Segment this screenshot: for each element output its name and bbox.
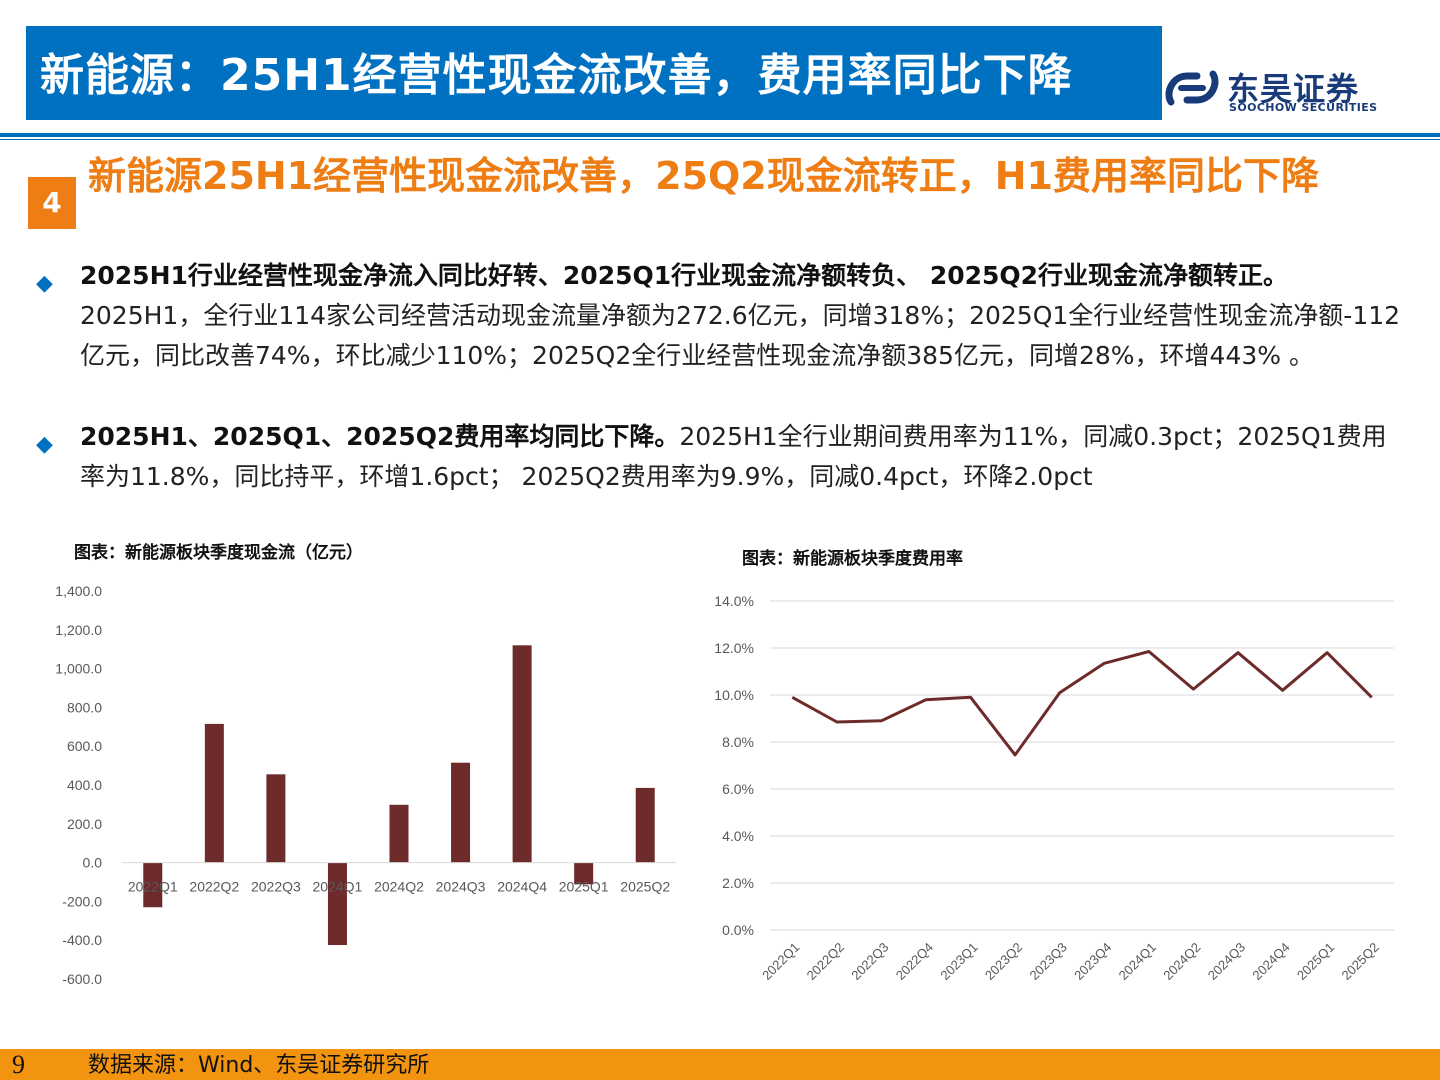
y-tick-label: 2.0% [722,875,754,891]
bar [512,645,532,863]
x-tick-label: 2022Q3 [848,940,891,983]
y-tick-label: 1,000.0 [55,661,102,677]
data-source: 数据来源：Wind、东吴证券研究所 [88,1053,430,1078]
y-tick-label: 10.0% [714,687,754,703]
y-tick-label: 8.0% [722,734,754,750]
x-tick-label: 2025Q2 [1339,940,1382,983]
x-tick-label: 2024Q3 [1205,940,1248,983]
soochow-logo-icon [1165,70,1219,106]
x-tick-label: 2022Q2 [804,940,847,983]
bullet-cashflow: ◆ 2025H1行业经营性现金净流入同比好转、2025Q1行业现金流净额转负、 … [36,256,1406,376]
series-line [791,650,1373,757]
header-rule [0,133,1440,137]
x-tick-label: 2022Q2 [189,879,239,895]
y-tick-label: 14.0% [714,593,754,609]
bar [574,862,594,885]
x-tick-label: 2023Q3 [1027,940,1070,983]
x-tick-label: 2024Q4 [1249,940,1292,983]
expense-line-chart: 14.0% 12.0% 10.0% 8.0% 6.0% 4.0% 2.0% 0.0% 2022Q… [714,593,1394,983]
x-tick-label: 2024Q1 [313,879,363,895]
y-tick-label: -400.0 [62,932,102,948]
bullet-expense-body: 2025H1全行业期间费用率为11%，同减0.3pct；2025Q1费用率为11… [80,422,1387,491]
x-tick-label: 2024Q4 [497,879,547,895]
title-bar [26,26,1162,120]
x-tick-label: 2022Q1 [128,879,178,895]
y-tick-label: 400.0 [67,777,102,793]
bullet-cashflow-body: 2025H1，全行业114家公司经营活动现金流量净额为272.6亿元，同增318… [80,301,1401,370]
header-rule-thin [0,139,1440,140]
x-tick-label: 2024Q2 [1160,940,1203,983]
bar [389,804,409,863]
company-logo: 东吴证券 SOOCHOW SECURITIES [1163,62,1423,122]
y-tick-label: -600.0 [62,971,102,987]
bar [327,862,347,946]
y-tick-label: 6.0% [722,781,754,797]
footer-bar [0,1049,1440,1080]
y-tick-label: 4.0% [722,828,754,844]
page-number: 9 [12,1050,25,1079]
bar [635,787,655,863]
bar [266,774,286,863]
logo-en-text: SOOCHOW SECURITIES [1229,101,1378,114]
x-tick-label: 2025Q1 [1294,940,1337,983]
y-tick-label: 200.0 [67,816,102,832]
x-tick-label: 2024Q3 [436,879,486,895]
logo-cn-text: 东吴证券 [1227,70,1360,108]
diamond-bullet-icon: ◆ [36,271,53,296]
y-tick-label: 1,200.0 [55,622,102,638]
y-tick-label: 800.0 [67,699,102,715]
bar [204,723,224,863]
cashflow-chart-title: 图表：新能源板块季度现金流（亿元） [74,543,363,563]
section-heading: 新能源25H1经营性现金流改善，25Q2现金流转正，H1费用率同比下降 [88,154,1319,198]
y-tick-label: -200.0 [62,893,102,909]
y-tick-label: 0.0% [722,922,754,938]
x-tick-label: 2023Q2 [982,940,1025,983]
bar [143,862,163,908]
x-tick-label: 2022Q4 [893,940,936,983]
x-tick-label: 2022Q3 [251,879,301,895]
bullet-expense: ◆ 2025H1、2025Q1、2025Q2费用率均同比下降。2025H1全行业… [36,417,1406,497]
bullet-expense-lead: 2025H1、2025Q1、2025Q2费用率均同比下降。 [80,422,680,451]
x-tick-label: 2024Q2 [374,879,424,895]
x-tick-label: 2023Q4 [1071,940,1114,983]
page-title: 新能源：25H1经营性现金流改善，费用率同比下降 [40,50,1073,101]
x-tick-label: 2025Q1 [559,879,609,895]
expense-chart-title: 图表：新能源板块季度费用率 [742,549,963,569]
y-tick-label: 0.0 [83,855,103,871]
bar [451,762,471,863]
y-tick-label: 600.0 [67,738,102,754]
section-number-badge: 4 [28,177,76,229]
x-tick-label: 2022Q1 [759,940,802,983]
cashflow-bar-chart: 1,400.0 1,200.0 1,000.0 800.0 600.0 400.0 200.… [55,583,676,987]
diamond-bullet-icon: ◆ [36,432,53,457]
bullet-cashflow-lead: 2025H1行业经营性现金净流入同比好转、2025Q1行业现金流净额转负、 20… [80,261,1289,290]
y-tick-label: 1,400.0 [55,583,102,599]
x-tick-label: 2024Q1 [1116,940,1159,983]
x-tick-label: 2023Q1 [937,940,980,983]
x-tick-label: 2025Q2 [620,879,670,895]
y-tick-label: 12.0% [714,640,754,656]
